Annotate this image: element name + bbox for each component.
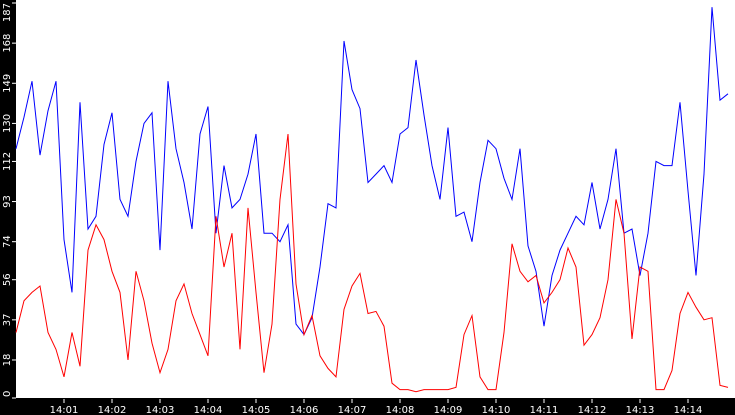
x-tick-label: 14:10 (482, 405, 511, 415)
y-tick-label: 37 (2, 313, 13, 326)
y-tick-label: 149 (2, 74, 13, 93)
y-tick-label: 112 (2, 152, 13, 171)
y-tick-label: 187 (2, 3, 13, 22)
x-tick-label: 14:13 (626, 405, 655, 415)
y-tick-label: 0 (2, 391, 13, 397)
x-tick-label: 14:07 (338, 405, 367, 415)
series-lines (15, 7, 729, 393)
x-tick-label: 14:01 (50, 405, 79, 415)
y-axis: 0 18 37 56 74 93 112 130 149 168 187 (2, 2, 16, 399)
x-tick-label: 14:12 (578, 405, 607, 415)
x-tick-label: 14:11 (530, 405, 559, 415)
x-axis: 14:01 14:02 14:03 14:04 14:05 14:06 14:07 14:08… (50, 399, 703, 415)
series-line-2 (15, 133, 729, 393)
y-tick-label: 93 (2, 195, 13, 208)
y-tick-label: 56 (2, 273, 13, 286)
y-tick-label: 130 (2, 114, 13, 133)
x-tick-label: 14:05 (242, 405, 271, 415)
x-tick-label: 14:08 (386, 405, 415, 415)
series-line-1 (15, 7, 729, 336)
x-tick-label: 14:14 (674, 405, 703, 415)
y-tick-label: 18 (2, 354, 13, 367)
x-tick-label: 14:04 (194, 405, 223, 415)
y-tick-label: 168 (2, 34, 13, 53)
x-tick-label: 14:03 (146, 405, 175, 415)
plot-area (16, 0, 735, 398)
y-tick-label: 74 (2, 235, 13, 248)
x-tick-label: 14:02 (98, 405, 127, 415)
x-tick-label: 14:09 (434, 405, 463, 415)
x-tick-label: 14:06 (290, 405, 319, 415)
